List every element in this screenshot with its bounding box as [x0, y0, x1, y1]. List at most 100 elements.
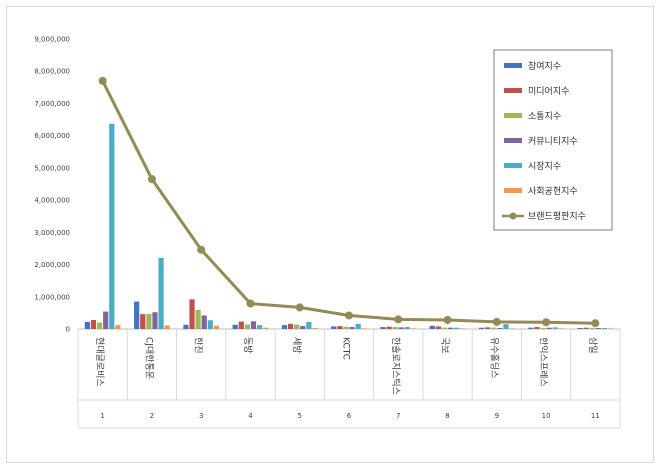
bar: [398, 327, 404, 329]
line-marker: [295, 303, 304, 312]
category-label: 한진: [193, 337, 204, 354]
bar: [410, 328, 417, 329]
bar: [337, 326, 343, 329]
bar: [386, 326, 392, 329]
bar: [134, 301, 140, 329]
legend-label: 브랜드평판지수: [528, 211, 586, 222]
y-tick-label: 3,000,000: [34, 229, 70, 237]
category-number: 4: [248, 412, 253, 420]
legend-label: 시장지수: [528, 161, 561, 172]
bar: [250, 321, 257, 329]
category-number: 1: [100, 412, 104, 420]
bar: [380, 327, 386, 329]
bar: [540, 328, 546, 329]
bar: [404, 327, 411, 329]
bar: [528, 327, 534, 329]
line-marker: [246, 299, 255, 308]
y-tick-label: 9,000,000: [34, 36, 70, 44]
bar: [429, 325, 435, 329]
category-label: 삼일: [587, 337, 598, 354]
line-marker: [591, 319, 600, 328]
category-number: 8: [445, 412, 449, 420]
bar: [164, 325, 170, 329]
line-marker: [443, 315, 452, 324]
bar: [552, 327, 558, 329]
legend-label: 미디어지수: [528, 86, 569, 97]
bar: [534, 327, 540, 329]
y-tick-label: 4,000,000: [34, 197, 70, 205]
category-label: 현대글로비스: [94, 337, 105, 387]
bar: [460, 328, 466, 329]
line-marker: [98, 76, 107, 85]
bar: [454, 327, 460, 329]
bar: [195, 309, 201, 329]
bar: [392, 327, 398, 329]
category-number: 7: [396, 412, 400, 420]
bar: [349, 327, 355, 329]
bar: [361, 328, 367, 329]
bar: [189, 299, 195, 329]
bar: [497, 328, 503, 329]
category-label: 한익스프레스: [538, 337, 550, 387]
bar: [281, 325, 288, 329]
bar: [140, 314, 146, 329]
y-tick-label: 8,000,000: [34, 68, 70, 76]
legend-swatch: [504, 63, 522, 68]
bar: [109, 123, 115, 330]
legend-swatch: [504, 88, 522, 93]
category-label: 동방: [242, 337, 253, 354]
bar: [577, 328, 583, 329]
y-tick-label: 0: [66, 326, 70, 334]
bar: [183, 324, 189, 329]
bar: [244, 324, 250, 329]
bar: [294, 324, 300, 329]
bar: [331, 326, 337, 329]
bar: [355, 323, 361, 329]
line-marker: [197, 245, 206, 254]
bar: [263, 327, 269, 329]
bar: [441, 327, 448, 329]
category-number: 2: [150, 412, 154, 420]
bar: [558, 328, 564, 329]
y-tick-label: 1,000,000: [34, 293, 70, 301]
category-label: 국보: [439, 337, 450, 354]
line-marker: [492, 317, 501, 326]
bar: [608, 328, 614, 329]
legend-label: 소통지수: [528, 111, 561, 122]
bar: [213, 325, 220, 329]
bar: [589, 328, 595, 329]
bar: [478, 327, 485, 329]
line-marker: [542, 318, 551, 327]
bar: [96, 322, 103, 329]
bar: [546, 327, 552, 329]
category-number: 6: [347, 412, 352, 420]
bar: [115, 325, 121, 329]
legend-swatch: [504, 138, 522, 143]
bar: [152, 312, 158, 329]
y-tick-label: 7,000,000: [34, 100, 70, 108]
category-label: KCTC: [341, 337, 351, 360]
legend-label: 참여지수: [528, 60, 561, 72]
bar: [158, 257, 164, 329]
bar: [306, 321, 312, 329]
bar: [84, 321, 90, 329]
bar: [448, 327, 454, 329]
category-label: 유수홀딩스: [488, 337, 500, 378]
bar: [601, 328, 608, 329]
bar: [435, 326, 441, 329]
legend-swatch: [504, 163, 522, 168]
line-marker: [147, 175, 156, 184]
legend-marker: [509, 212, 517, 220]
bar: [583, 327, 589, 329]
bar: [232, 324, 238, 329]
legend-swatch: [504, 188, 522, 193]
bar: [485, 327, 491, 329]
bar: [146, 313, 152, 329]
bar: [503, 324, 509, 329]
category-number: 9: [495, 412, 499, 420]
bar: [201, 315, 207, 329]
bar: [343, 326, 349, 329]
category-label: CJ대한통운: [143, 337, 154, 379]
y-tick-label: 6,000,000: [34, 132, 70, 140]
